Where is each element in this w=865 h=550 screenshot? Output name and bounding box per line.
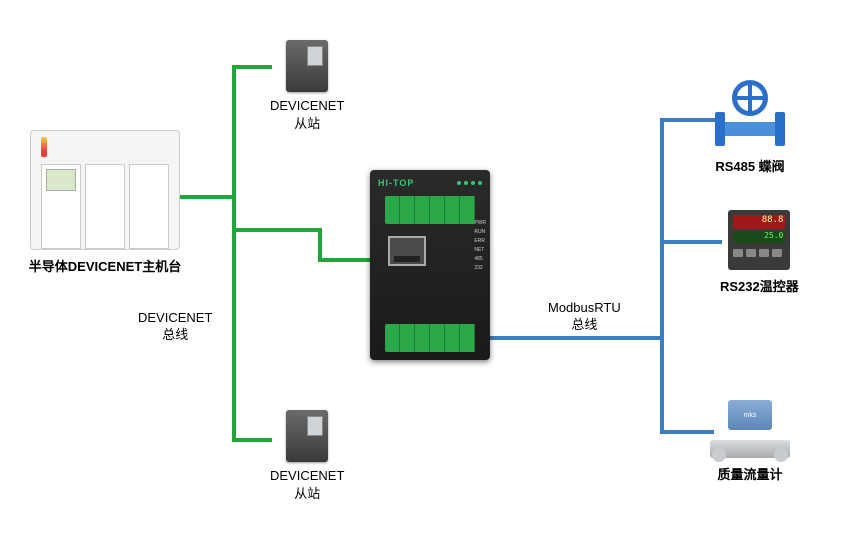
slave-top-label-l2: 从站 — [294, 116, 320, 131]
gateway-side-led-labels: PWRRUNERRNET485232 — [474, 220, 486, 271]
node-host: 半导体DEVICENET主机台 — [30, 130, 180, 275]
mass-flow-meter-icon: mks — [710, 400, 790, 458]
node-tempctrl: 88.8 25.0 RS232温控器 — [720, 210, 799, 295]
devicenet-branch-gateway-v — [318, 228, 322, 262]
slave-bottom-label: DEVICENET 从站 — [270, 468, 344, 502]
drive-icon — [286, 410, 328, 462]
node-flowmeter: mks 质量流量计 — [710, 400, 790, 483]
slave-top-label: DEVICENET 从站 — [270, 98, 344, 132]
modbus-gateway-exit — [488, 336, 664, 340]
modbus-bus-label-l1: ModbusRTU — [548, 300, 621, 315]
node-slave-top: DEVICENET 从站 — [270, 40, 344, 132]
devicenet-branch-gateway-h1 — [232, 228, 322, 232]
node-valve: RS485 蝶阀 — [715, 80, 785, 175]
host-machine-icon — [30, 130, 180, 250]
gateway-brand-label: HI-TOP — [378, 178, 414, 188]
modbus-branch-tempctrl — [660, 240, 722, 244]
butterfly-valve-icon — [715, 80, 785, 150]
devicenet-bus-label: DEVICENET 总线 — [138, 310, 212, 344]
temperature-controller-icon: 88.8 25.0 — [728, 210, 790, 270]
tempctrl-buttons — [733, 249, 785, 257]
tempctrl-display-2: 25.0 — [733, 231, 785, 243]
gateway-rj45-port — [388, 236, 426, 266]
drive-icon — [286, 40, 328, 92]
devicenet-branch-slave-bottom — [232, 438, 272, 442]
gateway-led-row — [457, 181, 482, 185]
slave-bottom-label-l2: 从站 — [294, 486, 320, 501]
flowmeter-head: mks — [728, 400, 772, 430]
node-slave-bottom: DEVICENET 从站 — [270, 410, 344, 502]
tempctrl-display-1: 88.8 — [733, 215, 785, 229]
devicenet-host-branch — [178, 195, 236, 199]
devicenet-bus-label-l1: DEVICENET — [138, 310, 212, 325]
modbus-bus-label: ModbusRTU 总线 — [548, 300, 621, 334]
devicenet-trunk — [232, 65, 236, 442]
host-label: 半导体DEVICENET主机台 — [29, 256, 181, 275]
devicenet-bus-label-l2: 总线 — [162, 327, 188, 342]
modbus-branch-valve — [660, 118, 717, 122]
valve-label: RS485 蝶阀 — [715, 156, 784, 175]
slave-top-label-l1: DEVICENET — [270, 98, 344, 113]
devicenet-branch-slave-top — [232, 65, 272, 69]
tempctrl-label: RS232温控器 — [720, 276, 799, 295]
gateway-icon: HI-TOP PWRRUNERRNET485232 — [370, 170, 490, 360]
gateway-terminal-top — [385, 196, 475, 224]
modbus-trunk — [660, 118, 664, 434]
modbus-bus-label-l2: 总线 — [571, 317, 597, 332]
flowmeter-label: 质量流量计 — [717, 464, 782, 483]
gateway-terminal-bottom — [385, 324, 475, 352]
slave-bottom-label-l1: DEVICENET — [270, 468, 344, 483]
devicenet-branch-gateway-h2 — [318, 258, 374, 262]
modbus-branch-flowmeter — [660, 430, 714, 434]
node-gateway: HI-TOP PWRRUNERRNET485232 — [370, 170, 490, 360]
